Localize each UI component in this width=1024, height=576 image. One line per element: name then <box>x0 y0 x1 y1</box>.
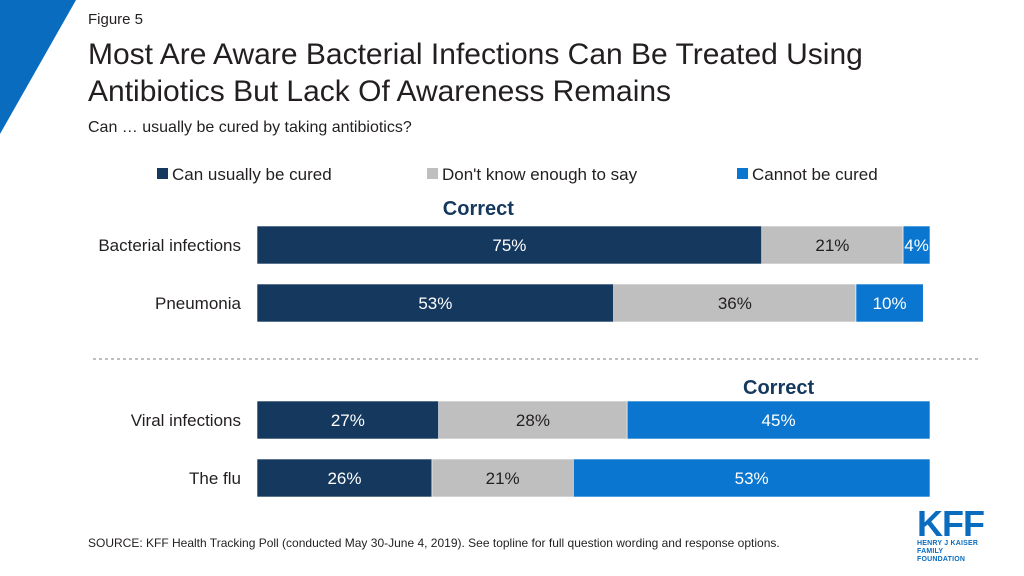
bar-segment <box>902 225 931 265</box>
data-label: 53% <box>418 294 452 313</box>
figure-label: Figure 5 <box>88 11 144 28</box>
correct-annotation: Correct <box>443 198 514 220</box>
bar-segment <box>256 400 440 440</box>
category-label: Pneumonia <box>155 294 242 313</box>
data-label: 75% <box>492 236 526 255</box>
corner-accent <box>0 0 76 134</box>
bar-segment <box>438 400 628 440</box>
bar-segment <box>573 458 931 498</box>
data-label: 4% <box>904 236 929 255</box>
legend-swatch <box>427 168 438 179</box>
category-label: Viral infections <box>131 411 241 430</box>
chart-subtitle: Can … usually be cured by taking antibio… <box>88 119 412 136</box>
correct-annotation: Correct <box>743 377 814 399</box>
bar-segment <box>613 283 857 323</box>
data-label: 45% <box>762 411 796 430</box>
bar-segment <box>256 283 614 323</box>
logo-line-1: HENRY J KAISER <box>917 540 979 547</box>
data-label: 28% <box>516 411 550 430</box>
kff-logo: KFF HENRY J KAISER FAMILY FOUNDATION <box>917 503 993 564</box>
logo-line-2: FAMILY FOUNDATION <box>917 548 966 563</box>
data-label: 36% <box>718 294 752 313</box>
data-label: 26% <box>327 469 361 488</box>
data-label: 53% <box>735 469 769 488</box>
bar-segment <box>256 225 763 265</box>
chart-title: Most Are Aware Bacterial Infections Can … <box>88 38 863 108</box>
data-label: 21% <box>815 236 849 255</box>
legend-swatch <box>737 168 748 179</box>
bar-segment <box>431 458 574 498</box>
legend-label: Don't know enough to say <box>442 165 638 184</box>
category-label: The flu <box>189 469 241 488</box>
data-label: 10% <box>873 294 907 313</box>
bar-segment <box>855 283 924 323</box>
data-label: 27% <box>331 411 365 430</box>
bar-segment <box>761 225 904 265</box>
bar-segment <box>256 458 433 498</box>
source-note: SOURCE: KFF Health Tracking Poll (conduc… <box>88 536 780 550</box>
category-label: Bacterial infections <box>98 236 241 255</box>
data-label: 21% <box>486 469 520 488</box>
bar-segment <box>626 400 931 440</box>
logo-wordmark: KFF <box>917 503 985 544</box>
legend-swatch <box>157 168 168 179</box>
legend-label: Cannot be cured <box>752 165 878 184</box>
legend-label: Can usually be cured <box>172 165 332 184</box>
